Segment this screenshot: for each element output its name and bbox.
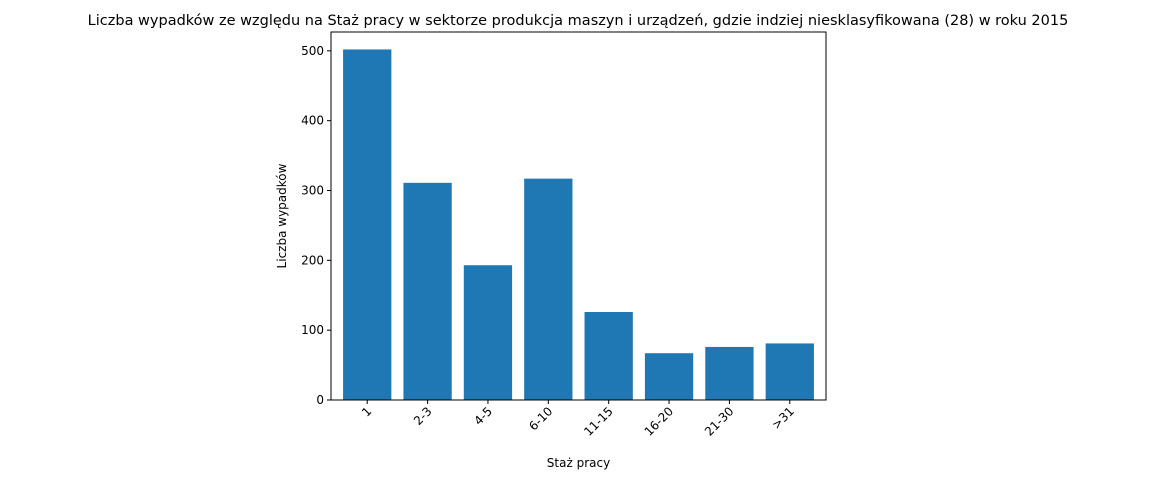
y-axis-title: Liczba wypadków xyxy=(275,163,289,268)
bar-11-15 xyxy=(584,312,633,400)
x-axis-title: Staż pracy xyxy=(547,456,610,470)
x-tick-label: 11-15 xyxy=(581,404,616,439)
x-tick-label: 6-10 xyxy=(526,404,555,433)
bar-21-30 xyxy=(705,346,754,400)
chart-title: Liczba wypadków ze względu na Staż pracy… xyxy=(88,13,1069,29)
y-tick-label: 400 xyxy=(301,114,324,128)
y-tick-label: 200 xyxy=(301,253,324,267)
y-axis: 0 100 200 300 400 500 xyxy=(301,44,331,407)
y-tick-label: 100 xyxy=(301,323,324,337)
bar->31 xyxy=(765,343,814,400)
bar-16-20 xyxy=(644,353,694,400)
x-tick-label: 21-30 xyxy=(702,404,737,439)
bars-group xyxy=(343,49,814,400)
bar-4-5 xyxy=(463,265,513,400)
x-tick-label: 4-5 xyxy=(471,404,495,428)
bar-2-3 xyxy=(403,182,452,400)
x-tick-label: 2-3 xyxy=(411,404,435,428)
y-tick-label: 0 xyxy=(316,393,324,407)
y-tick-label: 300 xyxy=(301,184,324,198)
x-tick-label: 16-20 xyxy=(642,404,677,439)
y-tick-label: 500 xyxy=(301,44,324,58)
bar-6-10 xyxy=(524,178,573,400)
bar-1 xyxy=(343,49,392,400)
x-tick-label: 1 xyxy=(359,404,374,419)
x-axis: 1 2-3 4-5 6-10 11-15 16-20 21-30 >31 xyxy=(359,400,797,439)
plot-frame xyxy=(330,31,827,401)
x-tick-label: >31 xyxy=(769,404,797,432)
